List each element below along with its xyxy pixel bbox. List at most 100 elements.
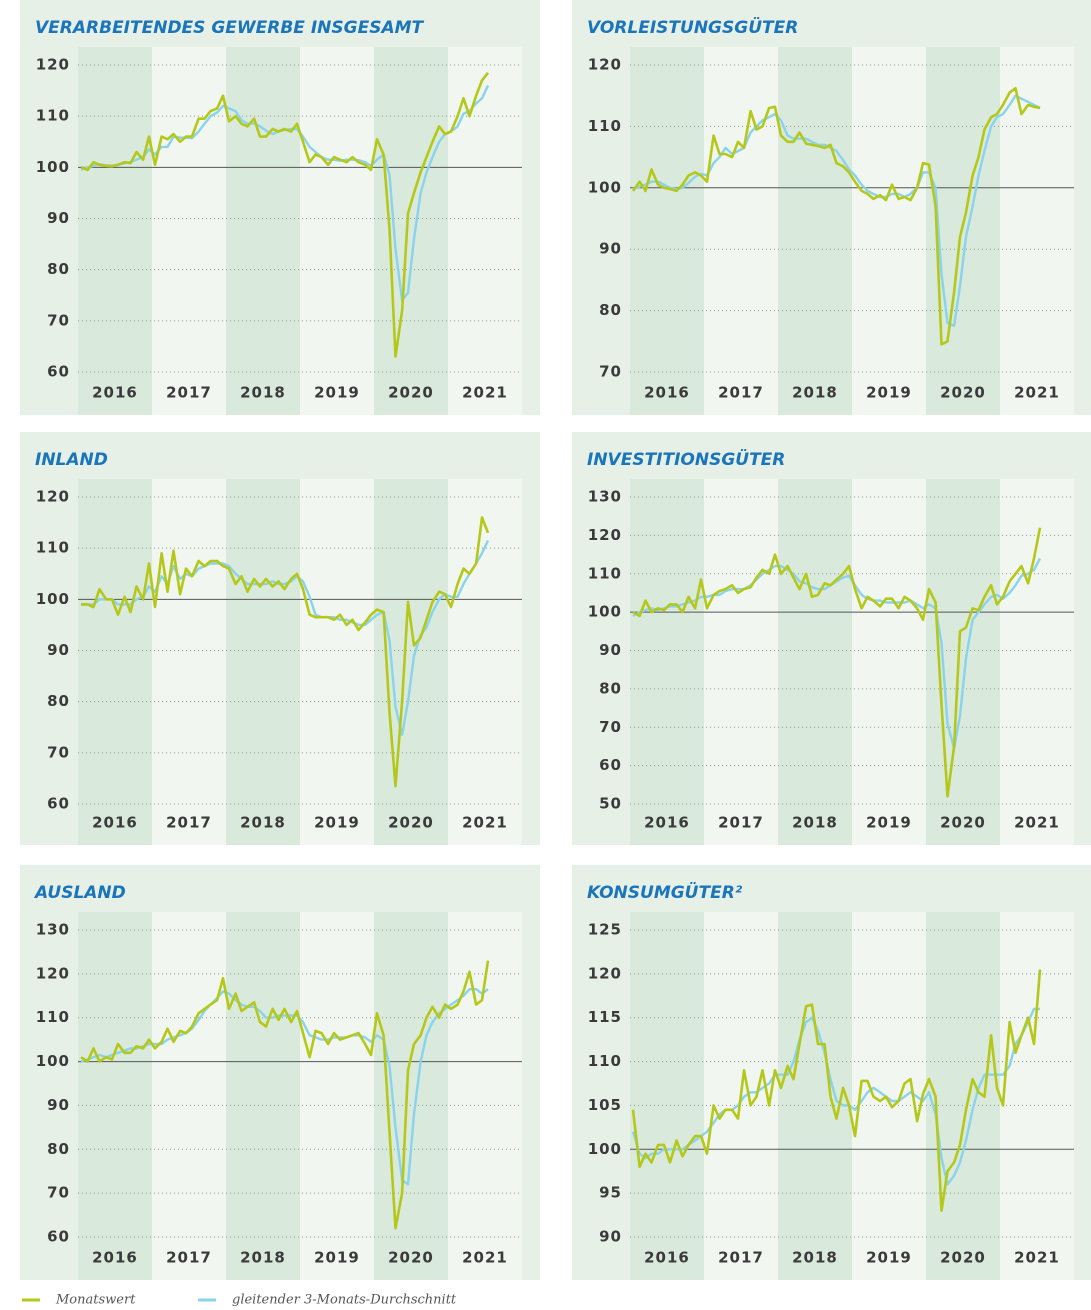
y-tick-label: 70 xyxy=(47,1184,70,1202)
y-tick-label: 130 xyxy=(36,921,70,939)
x-tick-label: 2020 xyxy=(388,384,434,402)
year-band xyxy=(778,479,852,845)
y-tick-label: 90 xyxy=(599,240,622,258)
chart-title: INVESTITIONSGÜTER xyxy=(587,448,785,470)
y-tick-label: 120 xyxy=(588,964,622,982)
y-tick-label: 80 xyxy=(47,260,70,278)
y-tick-label: 60 xyxy=(47,1228,70,1246)
y-tick-label: 110 xyxy=(36,1008,70,1026)
monthly-line xyxy=(631,87,1041,346)
year-band xyxy=(704,479,778,845)
y-tick-label: 105 xyxy=(588,1096,622,1114)
year-band xyxy=(374,912,448,1280)
y-tick-label: 110 xyxy=(588,117,622,135)
year-band xyxy=(630,912,704,1280)
chart-panel: 2016 2017 2018 2019 2020 2021 60 70 80 90 100 110 12… xyxy=(20,432,540,845)
year-band xyxy=(448,479,522,845)
chart-title: VERARBEITENDES GEWERBE INSGESAMT xyxy=(35,18,425,38)
year-band xyxy=(630,47,704,415)
year-band xyxy=(78,479,152,845)
y-tick-label: 100 xyxy=(36,158,70,176)
year-band xyxy=(630,479,704,845)
x-tick-label: 2020 xyxy=(388,1249,434,1267)
x-tick-label: 2019 xyxy=(314,384,360,402)
chart-panel: 2016 2017 2018 2019 2020 2021 50 60 70 80 90 100 110… xyxy=(572,432,1091,845)
year-band xyxy=(226,479,300,845)
y-tick-label: 100 xyxy=(588,603,622,621)
y-tick-label: 120 xyxy=(588,526,622,544)
x-tick-label: 2017 xyxy=(718,814,764,832)
y-tick-label: 100 xyxy=(588,1140,622,1158)
average-line xyxy=(632,94,1041,328)
y-tick-label: 70 xyxy=(47,743,70,761)
x-tick-label: 2019 xyxy=(314,814,360,832)
y-tick-label: 80 xyxy=(599,679,622,697)
chart-panel: 2016 2017 2018 2019 2020 2021 60 70 80 90 100 110 12… xyxy=(20,0,540,415)
y-tick-label: 90 xyxy=(47,1096,70,1114)
x-tick-label: 2018 xyxy=(240,384,286,402)
year-band xyxy=(300,912,374,1280)
x-tick-label: 2018 xyxy=(792,1249,838,1267)
year-band xyxy=(226,912,300,1280)
chart-title: AUSLAND xyxy=(33,883,126,903)
year-band xyxy=(78,912,152,1280)
y-tick-label: 80 xyxy=(47,1140,70,1158)
year-band xyxy=(926,912,1000,1280)
y-tick-label: 95 xyxy=(599,1184,622,1202)
year-band xyxy=(374,479,448,845)
x-tick-label: 2019 xyxy=(866,814,912,832)
year-band xyxy=(152,479,226,845)
x-tick-label: 2021 xyxy=(462,384,508,402)
x-tick-label: 2016 xyxy=(644,1249,690,1267)
x-tick-label: 2020 xyxy=(940,1249,986,1267)
y-tick-label: 110 xyxy=(588,1052,622,1070)
x-tick-label: 2018 xyxy=(792,814,838,832)
monthly-line xyxy=(80,71,490,358)
y-tick-label: 100 xyxy=(36,590,70,608)
x-tick-label: 2017 xyxy=(718,384,764,402)
chart-title: INLAND xyxy=(35,450,108,470)
year-band xyxy=(778,47,852,415)
x-tick-label: 2021 xyxy=(1014,1249,1060,1267)
y-tick-label: 70 xyxy=(599,363,622,381)
y-tick-label: 130 xyxy=(588,488,622,506)
year-band xyxy=(448,912,522,1280)
chart-title: KONSUMGÜTER² xyxy=(587,881,743,903)
monthly-line xyxy=(632,527,1042,798)
x-tick-label: 2019 xyxy=(866,1249,912,1267)
year-band xyxy=(152,912,226,1280)
x-tick-label: 2021 xyxy=(462,814,508,832)
year-band xyxy=(704,47,778,415)
year-band xyxy=(300,47,374,415)
monthly-line xyxy=(631,969,1042,1212)
y-tick-label: 120 xyxy=(36,964,70,982)
y-tick-label: 110 xyxy=(588,564,622,582)
x-tick-label: 2021 xyxy=(1014,384,1060,402)
y-tick-label: 50 xyxy=(599,795,622,813)
y-tick-label: 60 xyxy=(47,363,70,381)
year-band xyxy=(78,47,152,415)
y-tick-label: 70 xyxy=(599,718,622,736)
x-tick-label: 2016 xyxy=(92,1249,138,1267)
y-tick-label: 100 xyxy=(36,1052,70,1070)
x-tick-label: 2021 xyxy=(1014,814,1060,832)
year-band xyxy=(778,912,852,1280)
x-tick-label: 2017 xyxy=(166,384,212,402)
x-tick-label: 2020 xyxy=(940,814,986,832)
y-tick-label: 100 xyxy=(588,178,622,196)
year-band xyxy=(448,47,522,415)
year-band xyxy=(926,479,1000,845)
x-tick-label: 2019 xyxy=(314,1249,360,1267)
y-tick-label: 115 xyxy=(588,1008,622,1026)
year-band xyxy=(852,479,926,845)
x-tick-label: 2017 xyxy=(166,1249,212,1267)
y-tick-label: 80 xyxy=(47,692,70,710)
chart-title: VORLEISTUNGSGÜTER xyxy=(587,16,798,38)
x-tick-label: 2021 xyxy=(462,1249,508,1267)
year-band xyxy=(152,47,226,415)
y-tick-label: 120 xyxy=(588,56,622,74)
year-band xyxy=(1000,479,1074,845)
y-tick-label: 80 xyxy=(599,301,622,319)
y-tick-label: 60 xyxy=(599,756,622,774)
x-tick-label: 2016 xyxy=(644,814,690,832)
